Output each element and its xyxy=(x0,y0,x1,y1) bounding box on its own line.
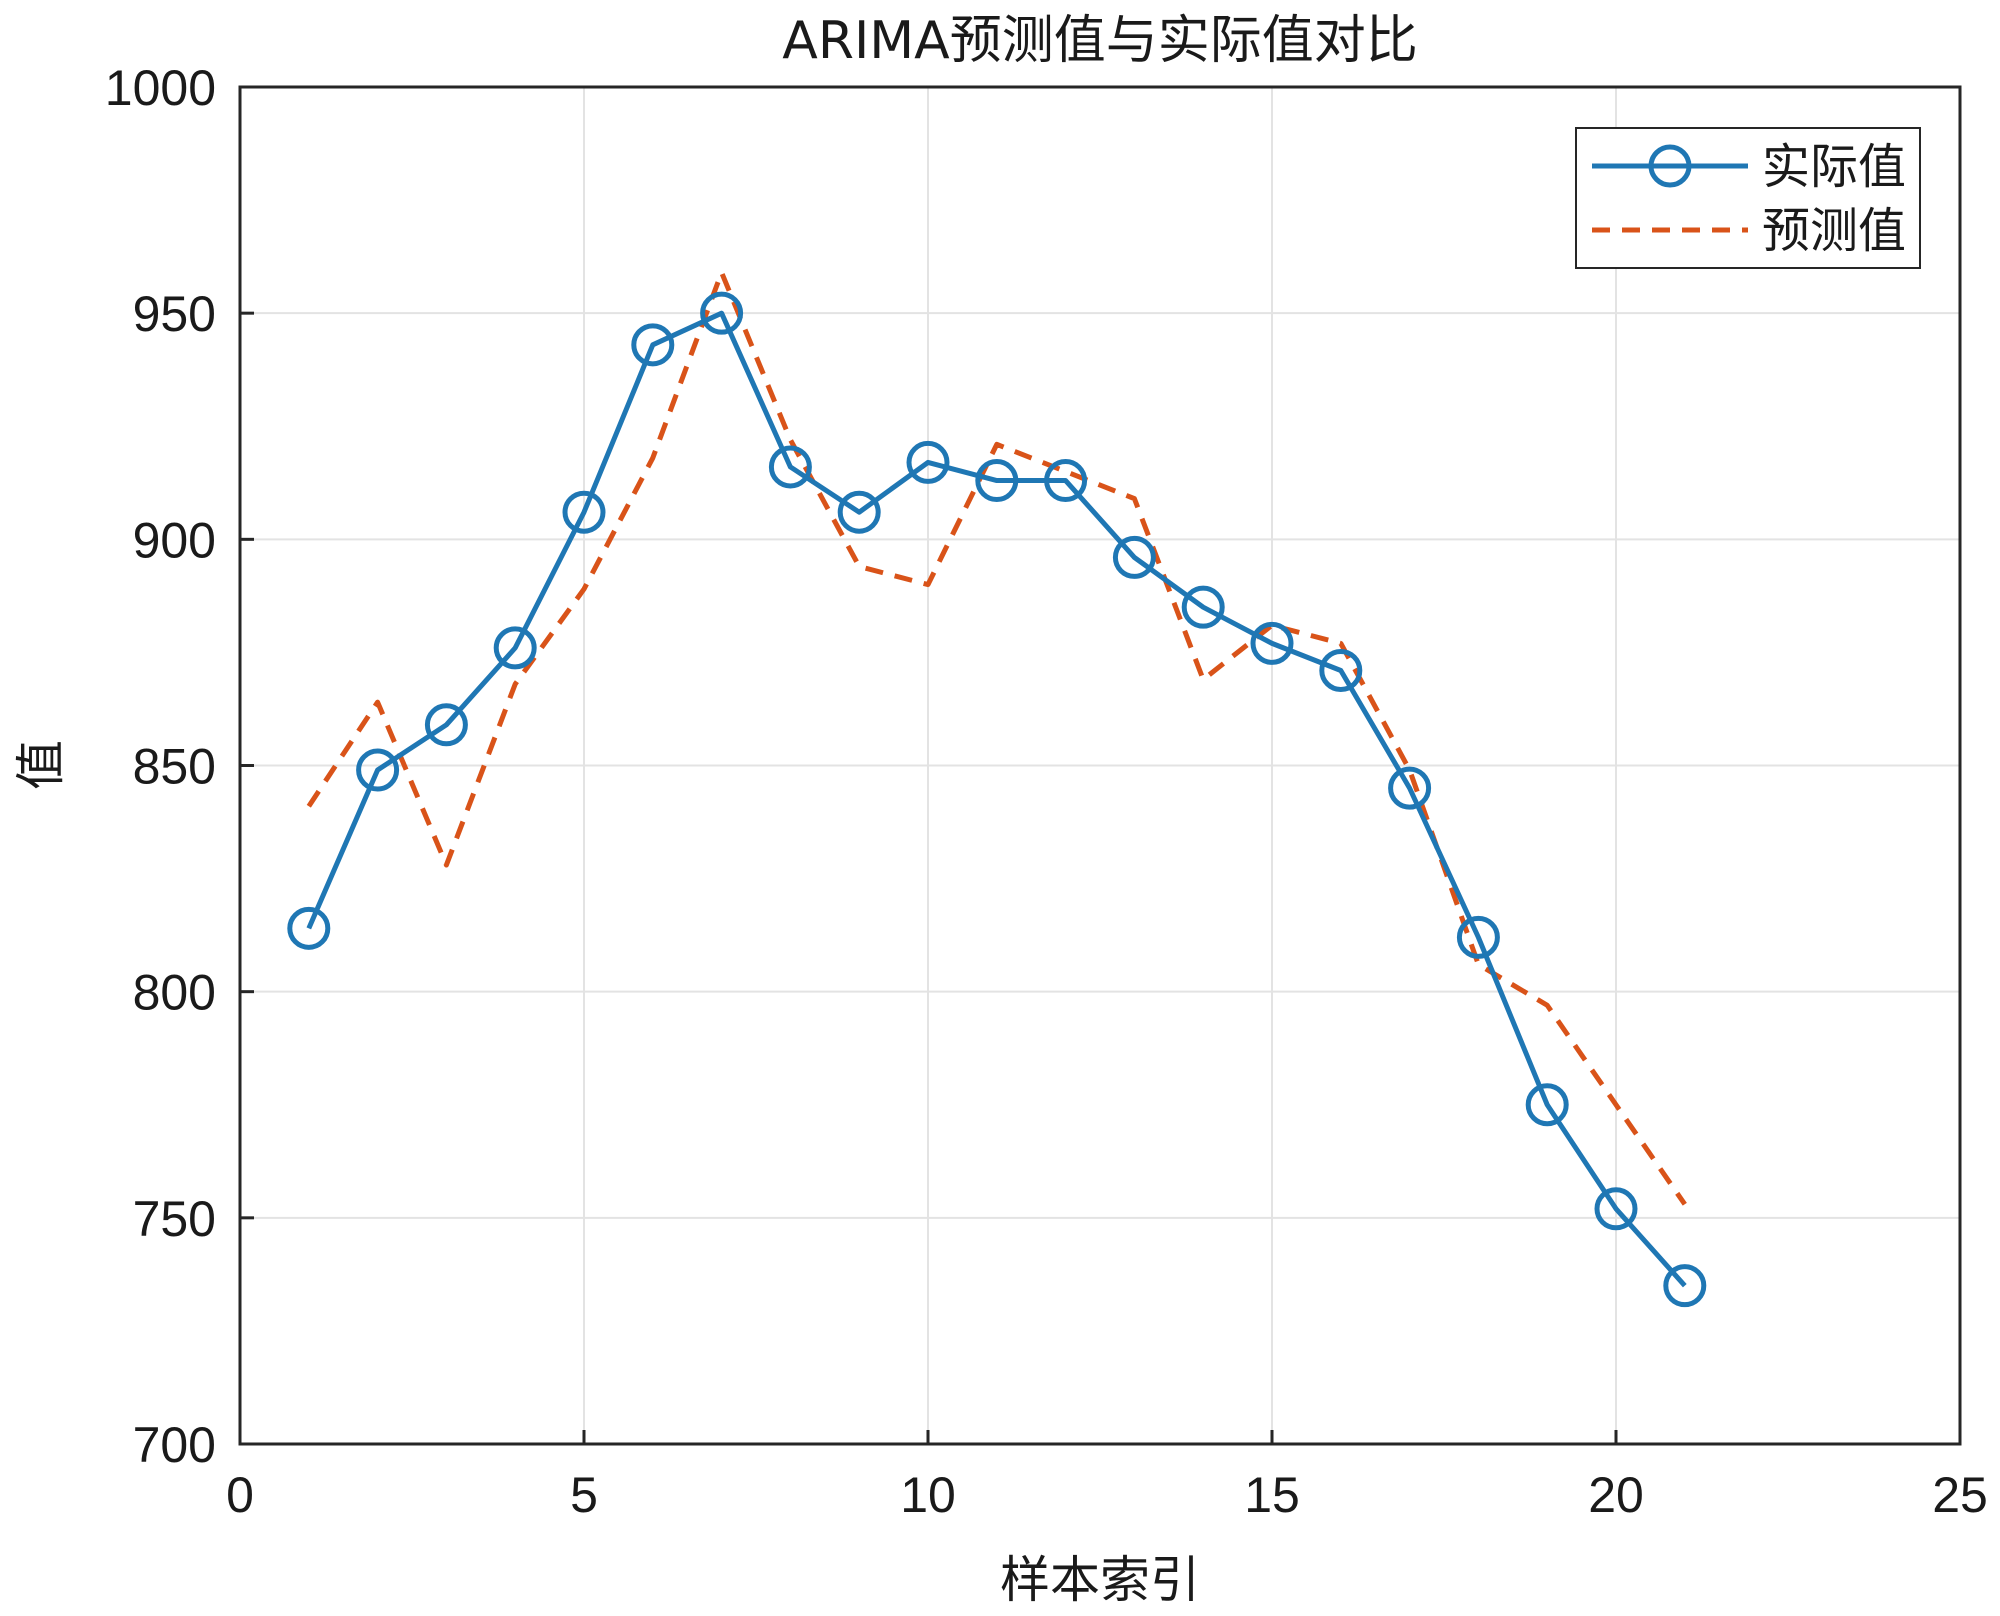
x-tick-label: 10 xyxy=(900,1467,956,1523)
x-tick-label: 15 xyxy=(1244,1467,1300,1523)
actual-point xyxy=(1044,459,1088,503)
actual-point xyxy=(356,748,400,792)
actual-point xyxy=(768,445,812,489)
actual-point xyxy=(1594,1187,1638,1231)
x-tick-label: 5 xyxy=(570,1467,598,1523)
series xyxy=(287,269,1707,1308)
actual-point xyxy=(1250,621,1294,665)
actual-point xyxy=(1388,766,1432,810)
legend-label-predicted: 预测值 xyxy=(1762,203,1906,259)
axis-ticks: 0 5 10 15 20 25 700 750 800 850 900 950 1000 xyxy=(105,60,1988,1523)
actual-point xyxy=(1181,585,1225,629)
grid xyxy=(240,87,1960,1444)
actual-point xyxy=(906,440,950,484)
x-tick-label: 20 xyxy=(1588,1467,1644,1523)
series-predicted-line xyxy=(306,269,1687,1206)
actual-point xyxy=(287,906,331,950)
y-tick-label: 750 xyxy=(133,1191,216,1247)
y-tick-label: 850 xyxy=(133,739,216,795)
actual-point xyxy=(493,626,537,670)
series-actual-line xyxy=(306,310,1687,1288)
y-tick-label: 1000 xyxy=(105,60,216,116)
x-tick-label: 25 xyxy=(1932,1467,1988,1523)
y-tick-label: 700 xyxy=(133,1417,216,1473)
actual-point xyxy=(700,291,744,335)
actual-point xyxy=(1319,649,1363,693)
y-tick-label: 900 xyxy=(133,512,216,568)
y-axis-label: 值 xyxy=(12,740,70,790)
actual-point xyxy=(562,490,606,534)
actual-point xyxy=(1525,1083,1569,1127)
actual-point xyxy=(1112,535,1156,579)
actual-point xyxy=(837,490,881,534)
actual-point xyxy=(1663,1264,1707,1308)
x-axis-label: 样本索引 xyxy=(1000,1551,1200,1609)
legend-marker-actual xyxy=(1648,144,1692,188)
actual-point xyxy=(975,459,1019,503)
actual-point xyxy=(424,703,468,747)
actual-point xyxy=(631,323,675,367)
chart-title: ARIMA预测值与实际值对比 xyxy=(782,11,1417,71)
legend-label-actual: 实际值 xyxy=(1762,139,1906,195)
y-tick-label: 950 xyxy=(133,286,216,342)
x-tick-label: 0 xyxy=(226,1467,254,1523)
y-tick-label: 800 xyxy=(133,965,216,1021)
legend: 实际值 预测值 xyxy=(1575,127,1921,269)
legend-box xyxy=(1575,127,1921,269)
actual-point xyxy=(1456,915,1500,959)
